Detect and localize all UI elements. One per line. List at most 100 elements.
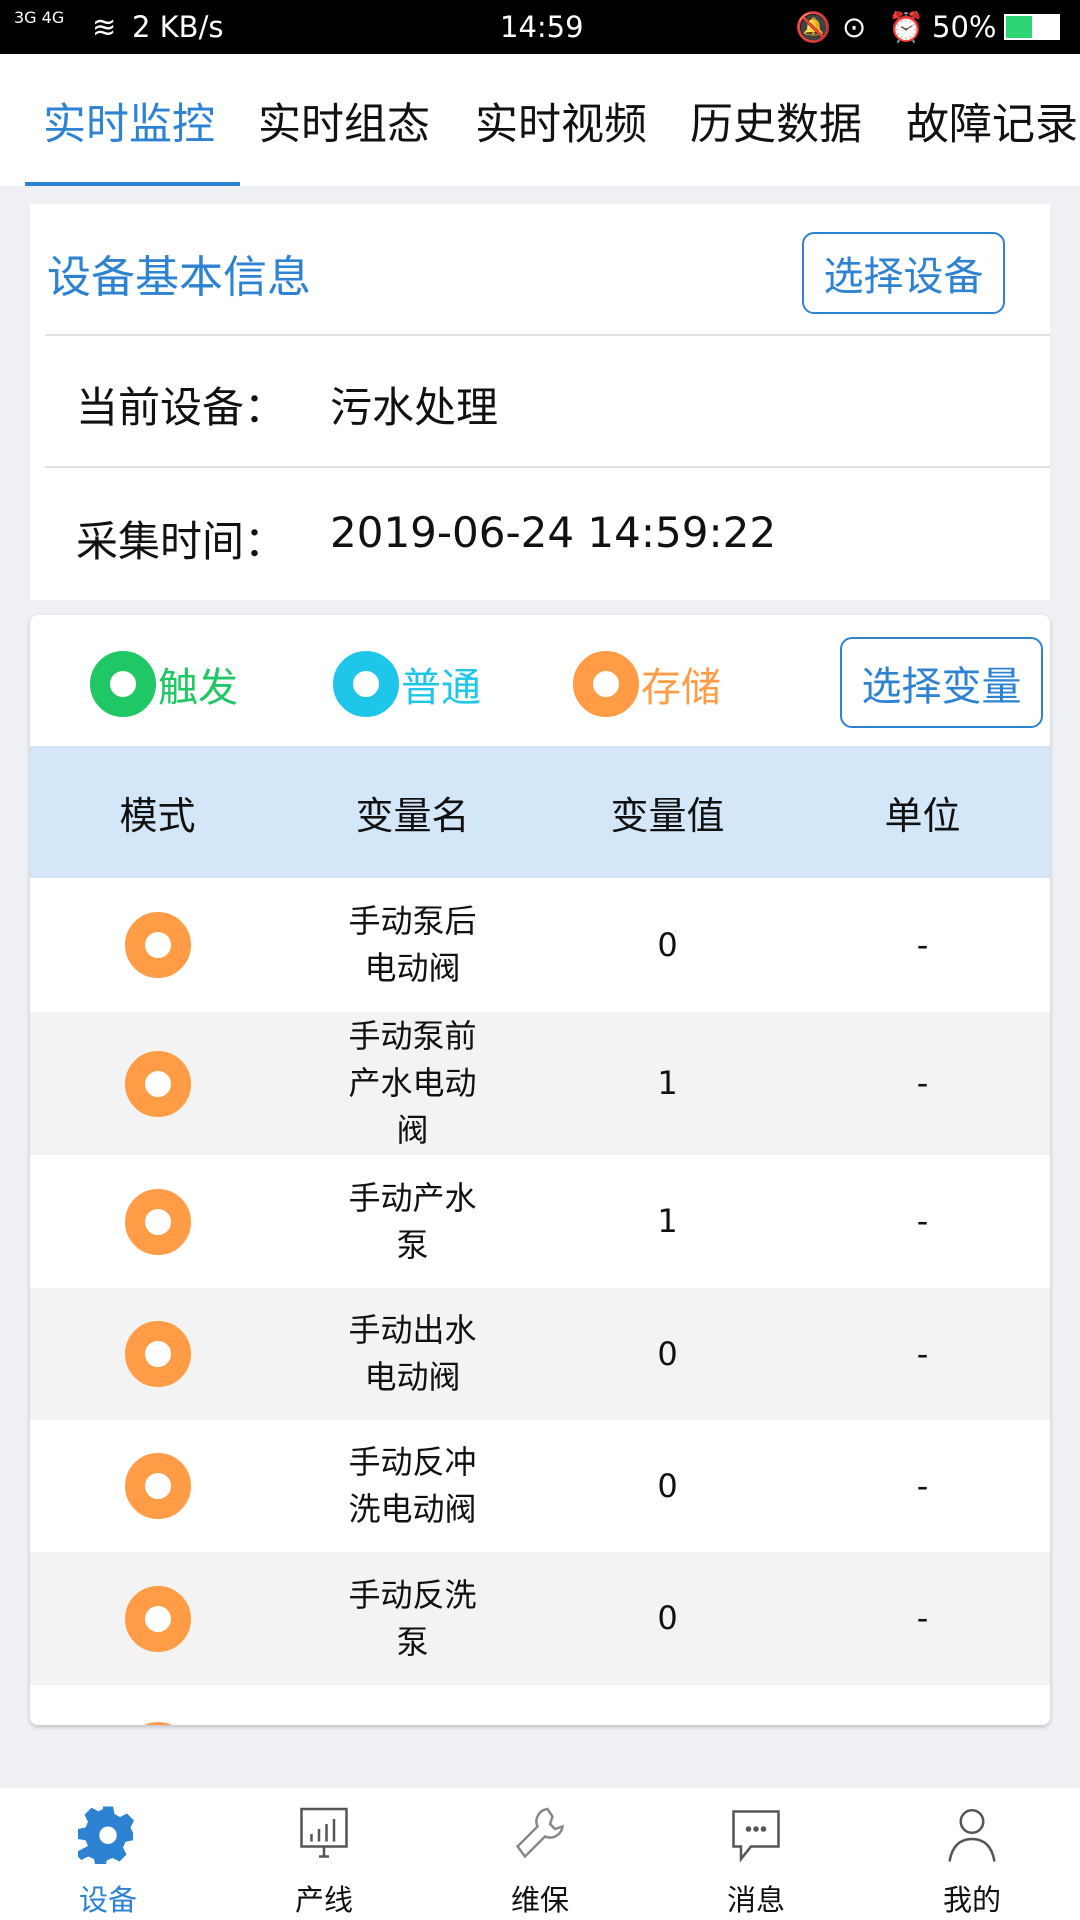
select-device-button[interactable]: 选择设备: [802, 232, 1005, 314]
header-value: 变量值: [610, 793, 725, 838]
name-cell: 手动反洗泵: [285, 1552, 540, 1685]
name-cell: 手动泵前产水电动阀: [285, 1012, 540, 1155]
mode-cell: [30, 1685, 285, 1725]
tab-fault-records[interactable]: 故障记录: [906, 100, 1078, 150]
nav-wrench[interactable]: 维保: [432, 1788, 648, 1920]
unit-cell: -: [916, 1064, 929, 1102]
value-cell: 1: [657, 1202, 678, 1240]
gear-icon: [74, 1804, 138, 1877]
legend-label: 普通: [401, 665, 481, 711]
ring-icon: [90, 651, 156, 717]
current-device-row: 当前设备： 污水处理: [76, 374, 498, 435]
active-tab-indicator: [25, 182, 240, 186]
nav-message[interactable]: 消息: [648, 1788, 864, 1920]
nav-user[interactable]: 我的: [864, 1788, 1080, 1920]
divider: [45, 334, 1050, 336]
mute-icon: 🔕: [795, 10, 832, 44]
table-row[interactable]: 手动鼓风: [30, 1685, 1050, 1725]
mode-cell: [30, 1155, 285, 1288]
legend-label: 触发: [158, 665, 238, 711]
mode-ring-icon: [124, 912, 191, 978]
select-variable-button[interactable]: 选择变量: [840, 637, 1043, 728]
collect-time-value: 2019-06-24 14:59:22: [330, 508, 777, 557]
nav-label: 产线: [294, 1883, 353, 1917]
mode-ring-icon: [124, 1188, 191, 1255]
nav-gear[interactable]: 设备: [0, 1788, 216, 1920]
battery-percent: 50%: [932, 10, 997, 44]
mode-ring-icon: [124, 1050, 191, 1117]
unit-cell: -: [916, 1599, 929, 1637]
tab-realtime-video[interactable]: 实时视频: [475, 100, 647, 150]
mode-ring-icon: [124, 1722, 191, 1725]
current-device-value: 污水处理: [330, 383, 499, 432]
unit-cell: -: [916, 1202, 929, 1240]
unit-cell: -: [916, 1466, 929, 1505]
mode-cell: [30, 1288, 285, 1420]
label: 采集时间：: [76, 517, 287, 566]
tab-realtime-config[interactable]: 实时组态: [258, 100, 430, 150]
nav-chart-board[interactable]: 产线: [216, 1788, 432, 1920]
nav-label: 维保: [510, 1883, 569, 1917]
variables-card: 触发 普通 存储 选择变量 模式 变量名 变量值 单位 手动泵后电动阀 0 - 手动…: [30, 615, 1050, 1725]
wifi-icon: ≋: [92, 10, 117, 44]
rotation-lock-icon: ⊙: [842, 10, 867, 44]
legend-1: 普通: [333, 651, 481, 717]
clock: 14:59: [500, 10, 584, 44]
legend-0: 触发: [90, 651, 238, 717]
legend-label: 存储: [641, 665, 721, 711]
signal-icon: 3G 4G: [14, 8, 65, 27]
variable-name: 手动泵后电动阀: [348, 902, 477, 987]
value-cell: 1: [657, 1064, 678, 1102]
chart-board-icon: [294, 1804, 354, 1877]
value-cell: [540, 1685, 795, 1725]
header-name: 变量名: [355, 793, 470, 838]
mode-ring-icon: [124, 1585, 191, 1652]
header-mode: 模式: [119, 793, 196, 838]
name-cell: 手动出水电动阀: [285, 1288, 540, 1420]
table-row[interactable]: 手动出水电动阀 0 -: [30, 1288, 1050, 1420]
nav-label: 设备: [78, 1883, 137, 1917]
variable-name: 手动反冲洗电动阀: [348, 1443, 477, 1528]
mode-ring-icon: [124, 1453, 191, 1519]
mode-ring-icon: [124, 1321, 191, 1387]
ring-icon: [333, 651, 399, 717]
mode-cell: [30, 1012, 285, 1155]
divider: [45, 466, 1050, 468]
name-cell: 手动泵后电动阀: [285, 878, 540, 1012]
table-row[interactable]: 手动泵前产水电动阀 1 -: [30, 1012, 1050, 1155]
bottom-nav: 设备 产线 维保 消息 我的: [0, 1788, 1080, 1920]
variable-table: 手动泵后电动阀 0 - 手动泵前产水电动阀 1 - 手动产水泵 1 - 手动出水…: [30, 878, 1050, 1725]
header-unit: 单位: [884, 793, 961, 838]
value-cell: 0: [657, 1466, 678, 1505]
unit-cell: -: [916, 1334, 929, 1373]
variable-name: 手动反洗泵: [348, 1575, 477, 1661]
name-cell: 手动反冲洗电动阀: [285, 1420, 540, 1552]
label: 当前设备：: [76, 383, 287, 432]
device-info-card: 设备基本信息 选择设备 当前设备： 污水处理 采集时间： 2019-06-24 14…: [30, 204, 1050, 600]
value-cell: 0: [657, 925, 678, 964]
value-cell: 0: [657, 1599, 678, 1637]
top-tabs: 实时监控 实时组态 实时视频 历史数据 故障记录: [0, 54, 1080, 186]
tab-realtime-monitor[interactable]: 实时监控: [43, 100, 215, 150]
table-row[interactable]: 手动泵后电动阀 0 -: [30, 878, 1050, 1012]
tab-history[interactable]: 历史数据: [690, 100, 862, 150]
ring-icon: [573, 651, 639, 717]
nav-label: 我的: [942, 1883, 1001, 1917]
name-cell: 手动产水泵: [285, 1155, 540, 1288]
unit-cell: [795, 1685, 1050, 1725]
status-bar: 3G 4G ≋ 2 KB/s 14:59 🔕 ⊙ ⏰ 50%: [0, 0, 1080, 54]
collect-time-row: 采集时间： 2019-06-24 14:59:22: [76, 508, 776, 569]
legend-2: 存储: [573, 651, 721, 717]
unit-cell: -: [916, 925, 929, 964]
alarm-icon: ⏰: [888, 10, 925, 44]
variable-name: 手动产水泵: [348, 1178, 477, 1264]
table-header: 模式 变量名 变量值 单位: [30, 746, 1050, 878]
table-row[interactable]: 手动反冲洗电动阀 0 -: [30, 1420, 1050, 1552]
mode-cell: [30, 878, 285, 1012]
variable-name: 手动泵前产水电动阀: [348, 1017, 477, 1149]
message-icon: [726, 1804, 786, 1877]
table-row[interactable]: 手动反洗泵 0 -: [30, 1552, 1050, 1685]
variable-name: 手动出水电动阀: [348, 1311, 477, 1396]
net-speed: 2 KB/s: [132, 10, 224, 44]
table-row[interactable]: 手动产水泵 1 -: [30, 1155, 1050, 1288]
